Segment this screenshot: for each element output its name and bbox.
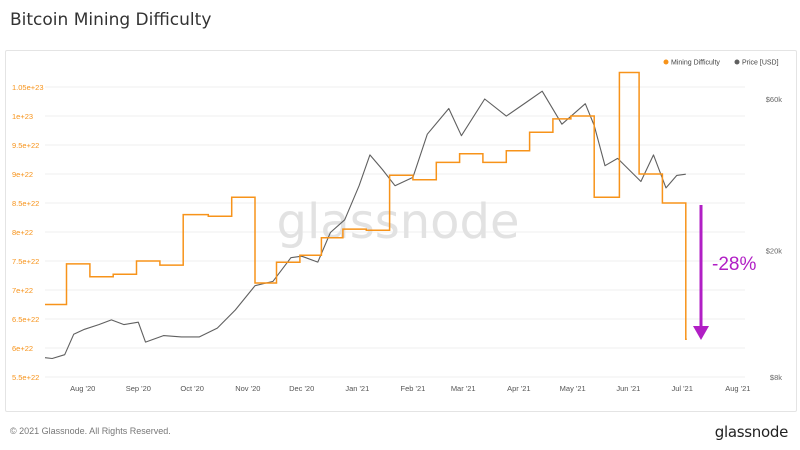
y-left-tick-label: 5.5e+22	[12, 373, 39, 382]
y-left-tick-label: 7e+22	[12, 286, 33, 295]
page-title: Bitcoin Mining Difficulty	[10, 10, 212, 30]
y-left-tick-label: 1.05e+23	[12, 83, 44, 92]
y-left-tick-label: 8.5e+22	[12, 199, 39, 208]
series	[44, 71, 687, 360]
x-tick-label: Dec '20	[289, 384, 314, 393]
y-left-tick-label: 1e+23	[12, 112, 33, 121]
legend-label: Price [USD]	[742, 60, 779, 67]
y-left-tick-label: 9.5e+22	[12, 141, 39, 150]
y-right-tick-label: $8k	[770, 373, 782, 382]
x-tick-label: Aug '21	[725, 384, 750, 393]
annotation: -28%	[693, 205, 756, 340]
y-left-tick-label: 6e+22	[12, 344, 33, 353]
y-left-tick-label: 8e+22	[12, 228, 33, 237]
y-left-tick-label: 7.5e+22	[12, 257, 39, 266]
legend-marker	[663, 59, 669, 65]
x-tick-label: Aug '20	[70, 384, 95, 393]
x-tick-label: Jul '21	[671, 384, 692, 393]
y-right-tick-label: $60k	[766, 95, 783, 104]
legend-marker	[734, 59, 740, 65]
x-tick-label: Feb '21	[401, 384, 426, 393]
x-tick-label: Apr '21	[507, 384, 531, 393]
grid-lines	[45, 86, 745, 378]
x-tick-label: May '21	[560, 384, 586, 393]
x-tick-label: Sep '20	[126, 384, 151, 393]
y-right-tick-label: $20k	[766, 247, 783, 256]
x-tick-label: Jun '21	[616, 384, 640, 393]
x-axis: Aug '20 Sep '20 Oct '20 Nov '20 Dec '20 Jan '…	[70, 384, 750, 393]
difficulty-line	[45, 71, 687, 341]
chart-panel	[5, 50, 797, 412]
y-axis-right: $8k $20k $60k	[766, 95, 783, 382]
y-left-tick-label: 6.5e+22	[12, 315, 39, 324]
brand-logo: glassnode	[714, 423, 789, 441]
legend-label: Mining Difficulty	[671, 60, 720, 67]
y-axis-left: 5.5e+22 6e+22 6.5e+22 7e+22 7.5e+22 8e+22 8.5e…	[12, 83, 44, 382]
price-line	[44, 90, 686, 360]
x-tick-label: Nov '20	[235, 384, 260, 393]
x-tick-label: Jan '21	[345, 384, 369, 393]
x-tick-label: Mar '21	[451, 384, 476, 393]
watermark: glassnode	[276, 194, 519, 250]
drop-percent-label: -28%	[712, 254, 756, 275]
copyright: © 2021 Glassnode. All Rights Reserved.	[10, 426, 171, 436]
drop-arrow-head	[693, 326, 709, 340]
y-left-tick-label: 9e+22	[12, 170, 33, 179]
legend: Mining Difficulty Price [USD]	[663, 59, 779, 67]
x-tick-label: Oct '20	[180, 384, 204, 393]
